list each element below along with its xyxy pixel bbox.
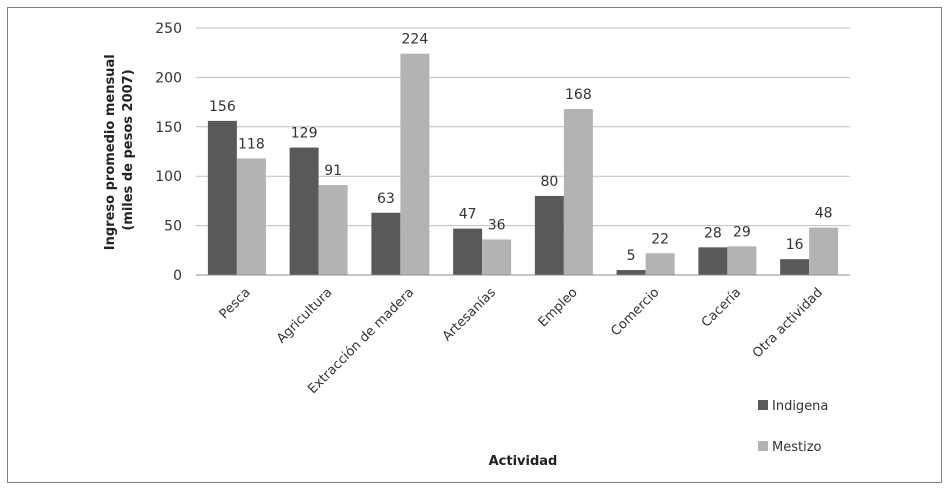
bar-mestizo-2: [400, 53, 430, 275]
y-axis-title-line1: Ingreso promedio mensual: [103, 54, 118, 250]
data-label: 36: [488, 217, 506, 233]
bar-indigena-1: [289, 147, 319, 275]
bar-indigena-7: [780, 259, 810, 275]
y-axis-title: Ingreso promedio mensual (miles de pesos…: [103, 50, 136, 250]
y-tick-label: 50: [164, 219, 182, 235]
data-label: 29: [733, 224, 751, 240]
bar-mestizo-7: [809, 227, 839, 275]
data-label: 48: [815, 206, 833, 222]
data-label: 47: [459, 207, 477, 223]
bar-indigena-5: [616, 270, 646, 275]
bar-mestizo-6: [727, 246, 757, 275]
x-category-label: Empleo: [536, 285, 581, 330]
data-label: 224: [402, 32, 429, 48]
legend-swatch-mestizo: [758, 441, 768, 451]
legend-label-mestizo: Mestizo: [772, 440, 822, 455]
y-tick-label: 100: [155, 169, 182, 185]
bar-mestizo-4: [563, 109, 593, 276]
data-label: 118: [238, 136, 265, 152]
bar-indigena-4: [534, 195, 564, 275]
x-axis-title: Actividad: [489, 454, 558, 469]
data-label: 156: [209, 99, 236, 115]
y-tick-label: 150: [155, 120, 182, 136]
y-tick-label: 250: [155, 21, 182, 37]
y-tick-label: 0: [173, 268, 182, 284]
x-category-label: Comercio: [608, 285, 662, 339]
bar-mestizo-5: [645, 253, 675, 275]
bar-mestizo-1: [318, 185, 348, 275]
x-category-label: Pesca: [217, 285, 254, 322]
data-label: 16: [786, 237, 804, 253]
bars: [207, 53, 839, 276]
bar-indigena-3: [453, 228, 483, 275]
bar-indigena-2: [371, 212, 401, 275]
x-category-label: Otra actividad: [750, 285, 826, 361]
legend: Indigena Mestizo: [758, 399, 828, 455]
data-labels: 156 118 129 91 63 224 47 36 80 168 5 22 28 29 16 48: [209, 32, 833, 264]
bar-mestizo-3: [482, 239, 512, 275]
data-label: 5: [627, 248, 636, 264]
x-category-label: Artesanías: [440, 285, 499, 344]
data-label: 129: [291, 126, 318, 142]
legend-label-indigena: Indigena: [772, 399, 828, 414]
data-label: 63: [377, 191, 395, 207]
chart-frame: [7, 7, 942, 483]
data-label: 80: [540, 174, 558, 190]
legend-swatch-indigena: [758, 400, 768, 410]
data-label: 28: [704, 225, 722, 241]
bar-indigena-0: [207, 120, 237, 275]
bar-indigena-6: [698, 247, 728, 275]
data-label: 22: [651, 231, 669, 247]
y-axis-title-line2: (miles de pesos 2007): [121, 69, 136, 230]
y-tick-label: 200: [155, 70, 182, 86]
x-category-label: Agricultura: [274, 285, 335, 346]
data-label: 91: [324, 163, 342, 179]
data-label: 168: [565, 87, 592, 103]
bar-mestizo-0: [236, 158, 266, 275]
y-axis-ticks: 0 50 100 150 200 250: [155, 21, 182, 284]
x-category-label: Cacería: [699, 285, 744, 330]
